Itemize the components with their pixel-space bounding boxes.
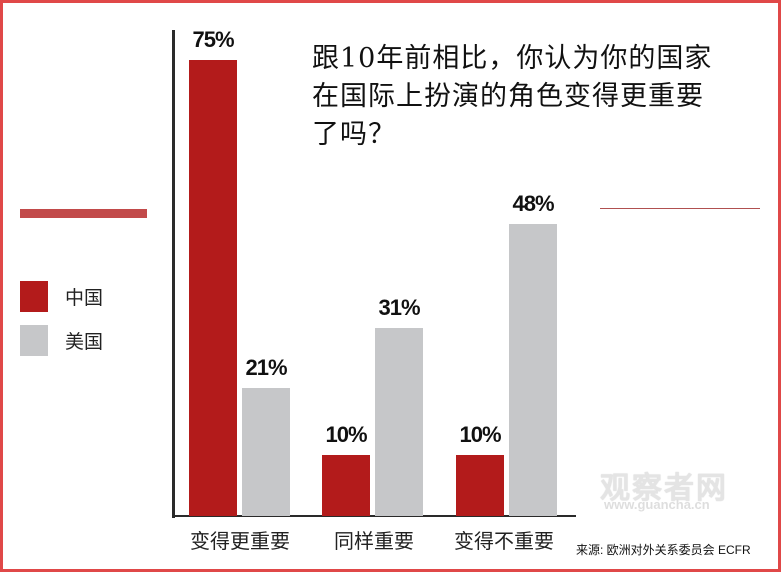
legend-label-usa: 美国	[65, 331, 104, 353]
category-label-more-important: 变得更重要	[190, 529, 290, 553]
y-axis	[172, 30, 175, 518]
bar-usa-1	[375, 328, 423, 516]
bar-value-label: 48%	[512, 191, 554, 216]
bar-value-label: 10%	[325, 422, 367, 447]
source-note: 来源: 欧洲对外关系委员会 ECFR	[576, 543, 751, 557]
category-label-less-important: 变得不重要	[454, 529, 554, 553]
bar-usa-0	[242, 388, 290, 516]
bar-usa-2	[509, 224, 557, 516]
title-line-2: 在国际上扮演的角色变得更重要	[312, 81, 704, 112]
bar-china-2	[456, 455, 504, 516]
chart-title: 跟10年前相比，你认为你的国家 在国际上扮演的角色变得更重要 了吗？	[312, 40, 781, 154]
bar-china-1	[322, 455, 370, 516]
category-label-equally-important: 同样重要	[334, 529, 414, 553]
bar-value-label: 21%	[245, 355, 287, 380]
legend-label-china: 中国	[65, 287, 104, 309]
bar-china-0	[189, 60, 237, 516]
legend-swatch-china	[20, 281, 48, 312]
legend-swatch-usa	[20, 325, 48, 356]
bar-value-label: 75%	[192, 27, 234, 52]
x-axis	[172, 515, 576, 517]
title-line-1: 跟10年前相比，你认为你的国家	[312, 43, 713, 74]
decorative-accent-line	[600, 208, 760, 209]
watermark-url: www.guancha.cn	[604, 497, 710, 512]
watermark-logo: 观察者网	[600, 471, 728, 506]
bar-value-label: 31%	[378, 295, 420, 320]
decorative-accent-bar	[20, 209, 147, 218]
title-line-3: 了吗？	[312, 119, 396, 150]
bar-value-label: 10%	[459, 422, 501, 447]
